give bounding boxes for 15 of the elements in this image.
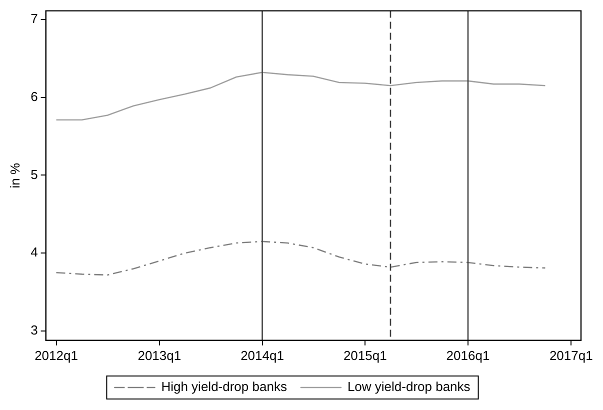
x-tick-label: 2014q1 <box>240 348 284 363</box>
y-tick-label: 4 <box>30 244 38 260</box>
legend-label: High yield-drop banks <box>161 379 288 394</box>
x-tick-label: 2012q1 <box>34 348 78 363</box>
line-series <box>56 240 546 276</box>
x-tick-label: 2016q1 <box>446 348 490 363</box>
x-tick-label: 2013q1 <box>138 348 182 363</box>
y-tick-label: 7 <box>30 10 38 26</box>
y-tick-label: 6 <box>30 88 38 104</box>
y-tick-label: 3 <box>30 322 38 338</box>
y-axis-title: in % <box>7 162 22 188</box>
x-tick-label: 2015q1 <box>343 348 387 363</box>
y-tick-label: 5 <box>30 166 38 182</box>
x-tick-label: 2017q1 <box>549 348 593 363</box>
legend-label: Low yield-drop banks <box>347 379 471 394</box>
